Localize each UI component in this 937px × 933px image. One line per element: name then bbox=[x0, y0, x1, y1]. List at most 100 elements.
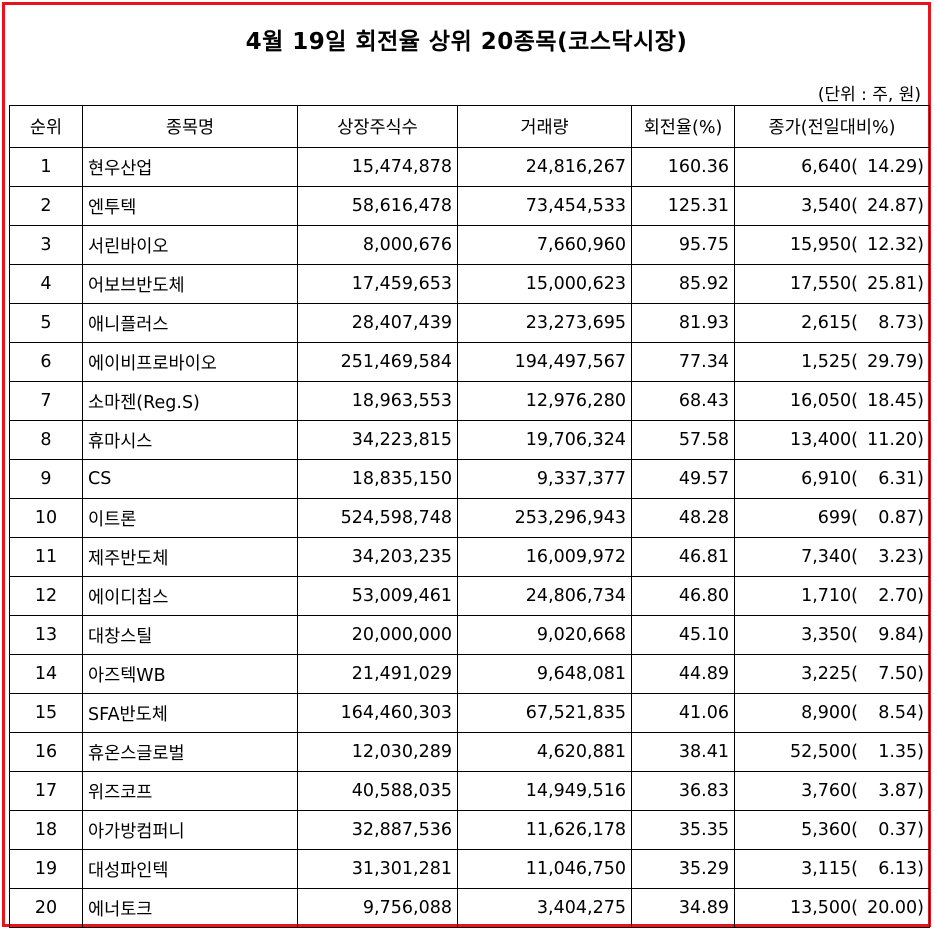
table-row: 14 아즈텍WB 21,491,029 9,648,081 44.89 3,225(7.5… bbox=[9, 654, 930, 694]
change-percent: 25.81) bbox=[867, 274, 924, 294]
close-price: 5,360( bbox=[801, 820, 858, 840]
volume-cell: 15,000,623 bbox=[457, 264, 632, 304]
turnover-cell: 77.34 bbox=[631, 342, 735, 382]
change-percent: 18.45) bbox=[867, 391, 924, 411]
stock-name-cell: 소마젠(Reg.S) bbox=[82, 381, 298, 421]
stock-name-cell: 에너토크 bbox=[82, 888, 298, 928]
volume-cell: 73,454,533 bbox=[457, 186, 632, 226]
turnover-cell: 48.28 bbox=[631, 498, 735, 538]
close-price: 1,525( bbox=[801, 352, 858, 372]
close-change-cell: 17,550(25.81) bbox=[734, 264, 930, 304]
table-row: 19 대성파인텍 31,301,281 11,046,750 35.29 3,115(6.… bbox=[9, 849, 930, 889]
volume-cell: 12,976,280 bbox=[457, 381, 632, 421]
stock-name-cell: 이트론 bbox=[82, 498, 298, 538]
close-change-cell: 16,050( 18.45) bbox=[734, 381, 930, 421]
change-percent: 0.37) bbox=[878, 820, 924, 840]
turnover-cell: 68.43 bbox=[631, 381, 735, 421]
stock-name-cell: 서린바이오 bbox=[82, 225, 298, 265]
listed-shares-cell: 34,223,815 bbox=[297, 420, 458, 460]
listed-shares-cell: 34,203,235 bbox=[297, 537, 458, 577]
volume-cell: 194,497,567 bbox=[457, 342, 632, 382]
table-row: 15 SFA반도체 164,460,303 67,521,835 41.06 8,900(… bbox=[9, 693, 930, 733]
listed-shares-cell: 17,459,653 bbox=[297, 264, 458, 304]
rank-cell: 14 bbox=[9, 654, 83, 694]
turnover-cell: 35.35 bbox=[631, 810, 735, 850]
stock-name-cell: 에이비프로바이오 bbox=[82, 342, 298, 382]
table-row: 4 어보브반도체 17,459,653 15,000,623 85.92 17,550(2… bbox=[9, 264, 930, 304]
stock-name-cell: 제주반도체 bbox=[82, 537, 298, 577]
close-price: 15,950( bbox=[789, 235, 858, 255]
change-percent: 0.87) bbox=[878, 508, 924, 528]
volume-cell: 23,273,695 bbox=[457, 303, 632, 343]
table-row: 10 이트론 524,598,748 253,296,943 48.28 699(0.87… bbox=[9, 498, 930, 538]
close-price: 1,710( bbox=[801, 586, 858, 606]
change-percent: 1.35) bbox=[878, 742, 924, 762]
turnover-cell: 36.83 bbox=[631, 771, 735, 811]
rank-cell: 6 bbox=[9, 342, 83, 382]
listed-shares-cell: 58,616,478 bbox=[297, 186, 458, 226]
close-price: 699( bbox=[817, 508, 858, 528]
table-row: 2 엔투텍 58,616,478 73,454,533 125.31 3,540(24.8… bbox=[9, 186, 930, 226]
table-row: 12 에이디칩스 53,009,461 24,806,734 46.80 1,710(2.… bbox=[9, 576, 930, 616]
turnover-cell: 46.80 bbox=[631, 576, 735, 616]
listed-shares-cell: 8,000,676 bbox=[297, 225, 458, 265]
unit-note: (단위 : 주, 원) bbox=[817, 85, 921, 105]
close-price: 6,910( bbox=[801, 469, 858, 489]
close-change-cell: 699( 0.87) bbox=[734, 498, 930, 538]
close-price: 2,615( bbox=[801, 313, 858, 333]
turnover-cell: 160.36 bbox=[631, 147, 735, 187]
listed-shares-cell: 20,000,000 bbox=[297, 615, 458, 655]
close-price: 3,225( bbox=[801, 664, 858, 684]
volume-cell: 9,020,668 bbox=[457, 615, 632, 655]
table-row: 20 에너토크 9,756,088 3,404,275 34.89 13,500(20.0… bbox=[9, 888, 930, 928]
change-percent: 24.87) bbox=[867, 196, 924, 216]
stock-name-cell: SFA반도체 bbox=[82, 693, 298, 733]
rank-cell: 4 bbox=[9, 264, 83, 304]
stock-name-cell: 대성파인텍 bbox=[82, 849, 298, 889]
listed-shares-cell: 32,887,536 bbox=[297, 810, 458, 850]
close-change-cell: 3,115(6.13) bbox=[734, 849, 930, 889]
close-change-cell: 5,360( 0.37) bbox=[734, 810, 930, 850]
close-change-cell: 15,950(12.32) bbox=[734, 225, 930, 265]
stock-name-cell: 엔투텍 bbox=[82, 186, 298, 226]
listed-shares-cell: 15,474,878 bbox=[297, 147, 458, 187]
turnover-cell: 44.89 bbox=[631, 654, 735, 694]
close-price: 16,050( bbox=[789, 391, 858, 411]
close-price: 3,350( bbox=[801, 625, 858, 645]
col-header-close-change: 종가(전일대비%) bbox=[734, 105, 930, 148]
listed-shares-cell: 18,963,553 bbox=[297, 381, 458, 421]
volume-cell: 11,626,178 bbox=[457, 810, 632, 850]
volume-cell: 11,046,750 bbox=[457, 849, 632, 889]
close-price: 8,900( bbox=[801, 703, 858, 723]
volume-cell: 24,806,734 bbox=[457, 576, 632, 616]
rank-cell: 7 bbox=[9, 381, 83, 421]
table-header-row: 순위 종목명 상장주식수 거래량 회전율(%) 종가(전일대비%) bbox=[9, 105, 930, 148]
close-price: 3,760( bbox=[801, 781, 858, 801]
close-change-cell: 52,500(1.35) bbox=[734, 732, 930, 772]
close-change-cell: 13,500(20.00) bbox=[734, 888, 930, 928]
listed-shares-cell: 251,469,584 bbox=[297, 342, 458, 382]
listed-shares-cell: 53,009,461 bbox=[297, 576, 458, 616]
rank-cell: 5 bbox=[9, 303, 83, 343]
close-change-cell: 2,615(8.73) bbox=[734, 303, 930, 343]
listed-shares-cell: 9,756,088 bbox=[297, 888, 458, 928]
table-row: 18 아가방컴퍼니 32,887,536 11,626,178 35.35 5,360(0… bbox=[9, 810, 930, 850]
turnover-cell: 45.10 bbox=[631, 615, 735, 655]
listed-shares-cell: 524,598,748 bbox=[297, 498, 458, 538]
listed-shares-cell: 31,301,281 bbox=[297, 849, 458, 889]
stock-name-cell: 아가방컴퍼니 bbox=[82, 810, 298, 850]
stock-name-cell: 휴온스글로벌 bbox=[82, 732, 298, 772]
close-change-cell: 6,640(14.29) bbox=[734, 147, 930, 187]
close-change-cell: 3,350( 9.84) bbox=[734, 615, 930, 655]
volume-cell: 14,949,516 bbox=[457, 771, 632, 811]
col-header-turnover: 회전율(%) bbox=[631, 105, 735, 148]
col-header-volume: 거래량 bbox=[457, 105, 632, 148]
close-price: 13,500( bbox=[789, 898, 858, 918]
close-change-cell: 8,900(8.54) bbox=[734, 693, 930, 733]
turnover-cell: 49.57 bbox=[631, 459, 735, 499]
change-percent: 29.79) bbox=[867, 352, 924, 372]
change-percent: 9.84) bbox=[878, 625, 924, 645]
turnover-cell: 95.75 bbox=[631, 225, 735, 265]
change-percent: 6.31) bbox=[878, 469, 924, 489]
